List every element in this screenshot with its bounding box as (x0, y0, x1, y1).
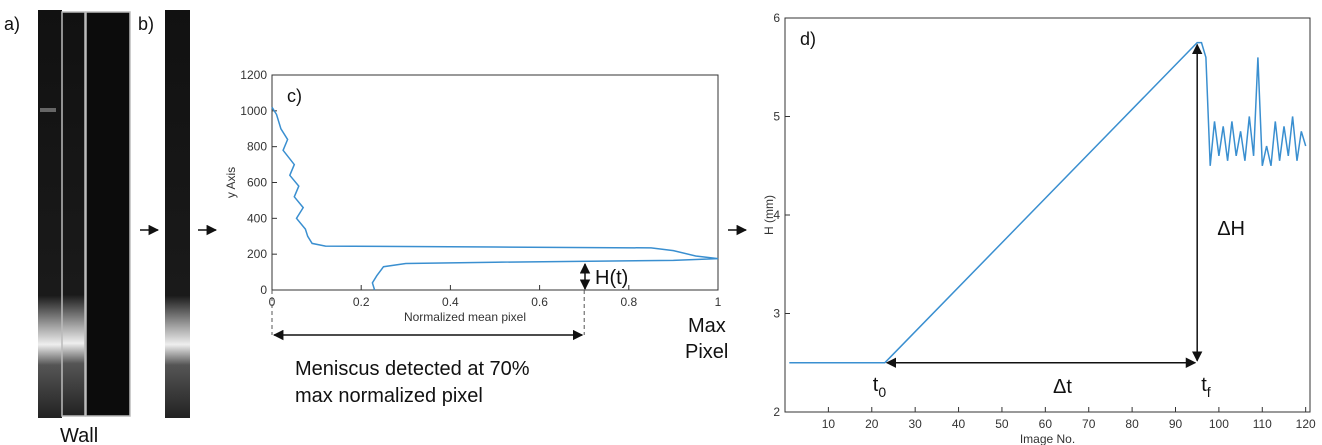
y-tick-label: 6 (773, 11, 780, 25)
x-tick-label: 40 (952, 417, 966, 431)
y-tick-label: 2 (773, 405, 780, 419)
panel-label: d) (800, 29, 816, 49)
x-tick-label: 0.4 (442, 295, 459, 309)
max-pixel-label: Max (688, 315, 726, 337)
time-subscript: f (1207, 384, 1211, 400)
data-line (789, 41, 1307, 364)
plot-frame (784, 17, 1311, 413)
wall-label: Wall (60, 425, 98, 445)
x-axis-label: Normalized mean pixel (404, 310, 526, 324)
y-tick-label: 5 (773, 110, 780, 124)
y-tick-label: 4 (773, 208, 780, 222)
x-tick-label: 90 (1169, 417, 1183, 431)
y-tick-label: 400 (247, 211, 267, 225)
delta-t-label: Δt (1053, 376, 1072, 398)
x-tick-label: 100 (1209, 417, 1229, 431)
height-label: H(t) (595, 267, 628, 289)
data-line (271, 106, 719, 291)
plot-frame (271, 74, 719, 291)
x-tick-label: 20 (865, 417, 879, 431)
y-tick-label: 1000 (240, 104, 267, 118)
delta-h-label: ΔH (1217, 218, 1245, 240)
x-tick-label: 80 (1125, 417, 1139, 431)
y-tick-label: 200 (247, 247, 267, 261)
caption: Meniscus detected at 70% (295, 358, 530, 380)
time-subscript: 0 (878, 384, 886, 400)
y-tick-label: 600 (247, 176, 267, 190)
x-axis-label: Image No. (1020, 432, 1075, 445)
y-tick-label: 1200 (240, 68, 267, 82)
x-tick-label: 50 (995, 417, 1009, 431)
y-axis-label: H (mm) (762, 195, 776, 235)
panel-label: a) (4, 14, 20, 34)
x-tick-label: 70 (1082, 417, 1096, 431)
panel-b-image (165, 10, 190, 418)
panel-label: b) (138, 14, 154, 34)
x-tick-label: 0.2 (353, 295, 370, 309)
x-tick-label: 10 (822, 417, 836, 431)
x-tick-label: 110 (1253, 417, 1272, 431)
caption: max normalized pixel (295, 385, 483, 407)
y-tick-label: 3 (773, 307, 780, 321)
y-tick-label: 0 (260, 283, 267, 297)
x-tick-label: 0.8 (620, 295, 637, 309)
x-tick-label: 0.6 (531, 295, 548, 309)
max-pixel-label: Pixel (685, 341, 728, 363)
x-tick-label: 120 (1296, 417, 1316, 431)
panel-label: c) (287, 86, 302, 106)
x-tick-label: 30 (908, 417, 922, 431)
x-tick-label: 1 (715, 295, 722, 309)
y-tick-label: 800 (247, 140, 267, 154)
time-label: t0 (873, 374, 887, 400)
panel-a-image (38, 10, 131, 418)
y-axis-label: y Axis (224, 167, 238, 198)
time-label: tf (1201, 374, 1211, 400)
x-tick-label: 0 (269, 295, 276, 309)
x-tick-label: 60 (1039, 417, 1053, 431)
